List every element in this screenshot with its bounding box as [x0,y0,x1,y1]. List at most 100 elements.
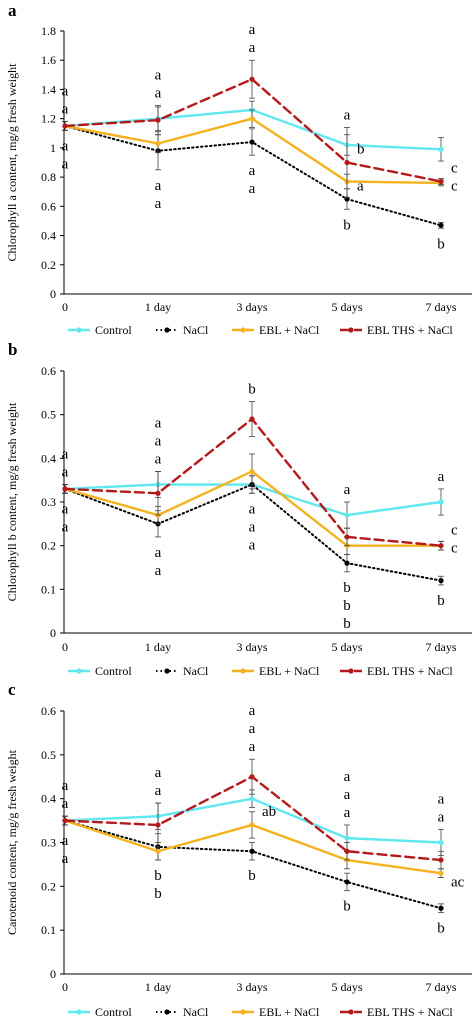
panel-c: c 0 0.1 0.2 0.3 0.4 0.5 0.6 Carotenoid content, … [5,680,472,1019]
significance-letter: b [248,868,256,884]
legend-label: EBL THS + NaCl [367,664,453,678]
significance-letter: b [154,886,162,902]
significance-letter: a [62,84,69,100]
x-tick-label: 0 [62,640,68,654]
legend: Control NaCl EBL + NaCl EBL THS + NaCl [68,323,453,337]
y-tick-label: 0.1 [41,923,56,937]
y-tick-label: 0.4 [41,792,56,806]
legend-item-control: Control [68,664,132,678]
series-ebl-ths-nacl [62,758,444,870]
y-axis-label: Carotenoid content, mg/g fresh weight [5,749,19,935]
significance-letter: a [62,851,69,867]
significance-letter: a [249,739,256,755]
legend-label: NaCl [183,1005,209,1019]
data-point [249,139,255,145]
legend-label: EBL + NaCl [259,664,320,678]
data-point [438,578,444,584]
legend-label: EBL + NaCl [259,1005,320,1019]
significance-letter: a [155,433,162,449]
significance-letter: ab [262,804,276,820]
data-point [344,512,350,518]
significance-letter: b [437,921,445,937]
x-tick-label: 3 days [237,980,268,994]
x-tick-label: 7 days [426,300,457,314]
significance-letter: a [62,833,69,849]
data-point [155,140,161,147]
significance-letter: b [343,598,351,614]
x-tick-label: 7 days [426,640,457,654]
significance-letter: a [249,181,256,197]
series-line [63,819,443,875]
legend-item-ebl-nacl: EBL + NaCl [232,664,320,678]
data-point [249,848,255,854]
y-tick-label: 1.8 [41,24,56,38]
significance-letter: ac [451,874,465,890]
significance-letter: b [343,899,351,915]
panel-label: b [8,340,17,359]
series-ebl-ths-nacl [62,401,444,551]
legend-label: Control [95,1005,132,1019]
data-point [438,222,444,228]
x-tick-label: 5 days [332,980,363,994]
significance-letter: a [438,791,445,807]
y-tick-label: 0.2 [41,539,56,553]
x-tick-label: 1 day [145,640,171,654]
y-tick-label: 0.6 [41,704,56,718]
significance-letter: a [62,501,69,517]
data-point [62,817,68,824]
data-point [344,560,350,566]
y-tick-label: 0 [50,626,56,640]
legend-item-ebl-nacl: EBL + NaCl [232,323,320,337]
data-point [344,835,350,841]
significance-letter: a [62,778,69,794]
legend-label: EBL + NaCl [259,323,320,337]
legend-item-control: Control [68,323,132,337]
y-tick-label: 0.6 [41,364,56,378]
significance-letter: a [62,465,69,481]
significance-letter: a [155,178,162,194]
significance-letter: a [357,178,364,194]
significance-letter: a [62,156,69,172]
significance-letter: a [344,482,351,498]
significance-letter: a [438,809,445,825]
series-line [64,483,442,582]
data-point [438,499,444,505]
legend: Control NaCl EBL + NaCl EBL THS + NaCl [68,1005,453,1019]
significance-letter: a [155,765,162,781]
legend-label: NaCl [183,664,209,678]
significance-letter: b [154,868,162,884]
x-tick-label: 3 days [237,300,268,314]
panel-label: c [8,680,16,699]
legend: Control NaCl EBL + NaCl EBL THS + NaCl [68,664,453,678]
significance-letter: a [62,138,69,154]
legend-item-nacl: NaCl [156,323,209,337]
significance-letter: b [343,217,351,233]
x-tick-label: 5 days [332,640,363,654]
significance-letter: a [249,40,256,56]
y-tick-label: 0.5 [41,748,56,762]
significance-letter: a [62,519,69,535]
data-point [62,123,68,129]
legend-item-ebl-ths-nacl: EBL THS + NaCl [340,1005,453,1019]
significance-letter: c [451,179,458,195]
y-tick-label: 1 [50,141,56,155]
significance-letter: b [343,616,351,632]
series-ebl-ths-nacl [62,59,444,198]
y-axis-label: Chlorophyll b content, mg/g fresh weight [5,402,19,601]
y-tick-label: 0.8 [41,170,56,184]
data-point [249,822,255,828]
legend-item-nacl: NaCl [156,664,209,678]
significance-letter: a [344,787,351,803]
data-point [438,870,444,876]
data-point [249,76,255,82]
significance-letter: a [249,519,256,535]
significance-letter: c [451,522,458,538]
legend-item-control: Control [68,1005,132,1019]
significance-letter: c [451,540,458,556]
y-tick-label: 0.4 [41,229,56,243]
y-tick-label: 0.1 [41,582,56,596]
legend-item-ebl-ths-nacl: EBL THS + NaCl [340,323,453,337]
